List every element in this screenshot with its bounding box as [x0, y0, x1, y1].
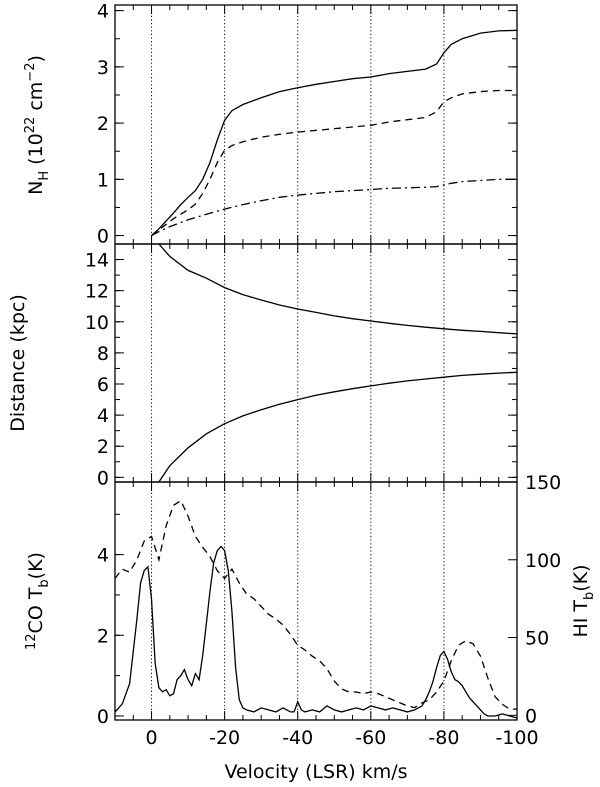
- y-tick-label: 2: [97, 625, 109, 647]
- series-line-hi: [114, 499, 517, 710]
- x-tick-label: -40: [282, 727, 313, 749]
- middle-panel-distance: 0 2 4 6 8 10 12 14: [85, 243, 518, 489]
- y-tick-label: 4: [97, 405, 109, 427]
- y-right-tick-label: 150: [525, 472, 561, 494]
- y-tick-label: 3: [97, 57, 109, 79]
- y-tick-label: 8: [97, 343, 109, 365]
- y-tick-label: 2: [97, 436, 109, 458]
- x-tick-label: 0: [145, 727, 157, 749]
- axis-titles: NH (1022 cm−2) Distance (kpc) 12CO Tb(K) HI…: [7, 55, 597, 783]
- y-tick-label: 1: [97, 169, 109, 191]
- y-tick-label: 0: [97, 226, 109, 248]
- series-line-1-1: [158, 371, 518, 483]
- y-tick-label: 0: [97, 706, 109, 728]
- y-axis-title-column-density: NH (1022 cm−2): [23, 55, 52, 195]
- x-tick-label: -80: [428, 727, 459, 749]
- y-axis-title-distance: Distance (kpc): [7, 294, 29, 431]
- bottom-panel-brightness: 0 2 4 0 50 100 150 0 -20 -40 -60 -80 -100: [97, 472, 561, 749]
- x-tick-label: -100: [495, 727, 538, 749]
- series-line-12co: [114, 545, 518, 719]
- y-axis-title-co-brightness: 12CO Tb(K): [24, 552, 52, 650]
- x-axis-title: Velocity (LSR) km/s: [224, 761, 407, 783]
- y-tick-label: 0: [97, 467, 109, 489]
- series-line-0-2: [151, 178, 517, 237]
- y-tick-label: 4: [97, 545, 109, 567]
- series-line-1-0: [158, 243, 518, 335]
- top-panel-column-density: 0 1 2 3 4: [97, 1, 518, 248]
- y-right-tick-label: 0: [525, 705, 537, 727]
- x-tick-label: -20: [209, 727, 240, 749]
- y-axis-title-hi-brightness: HI Tb(K): [570, 564, 597, 637]
- y-tick-label: 14: [85, 250, 109, 272]
- y-tick-label: 10: [85, 312, 109, 334]
- y-right-tick-label: 100: [525, 550, 561, 572]
- y-tick-label: 6: [97, 374, 109, 396]
- series-line-0-0: [151, 29, 518, 237]
- y-tick-label: 12: [85, 281, 109, 303]
- y-tick-label: 2: [97, 113, 109, 135]
- plot-frame: [114, 243, 518, 483]
- series-line-0-1: [151, 89, 517, 237]
- x-tick-label: -60: [355, 727, 386, 749]
- y-tick-label: 4: [97, 1, 109, 23]
- y-right-tick-label: 50: [525, 628, 549, 650]
